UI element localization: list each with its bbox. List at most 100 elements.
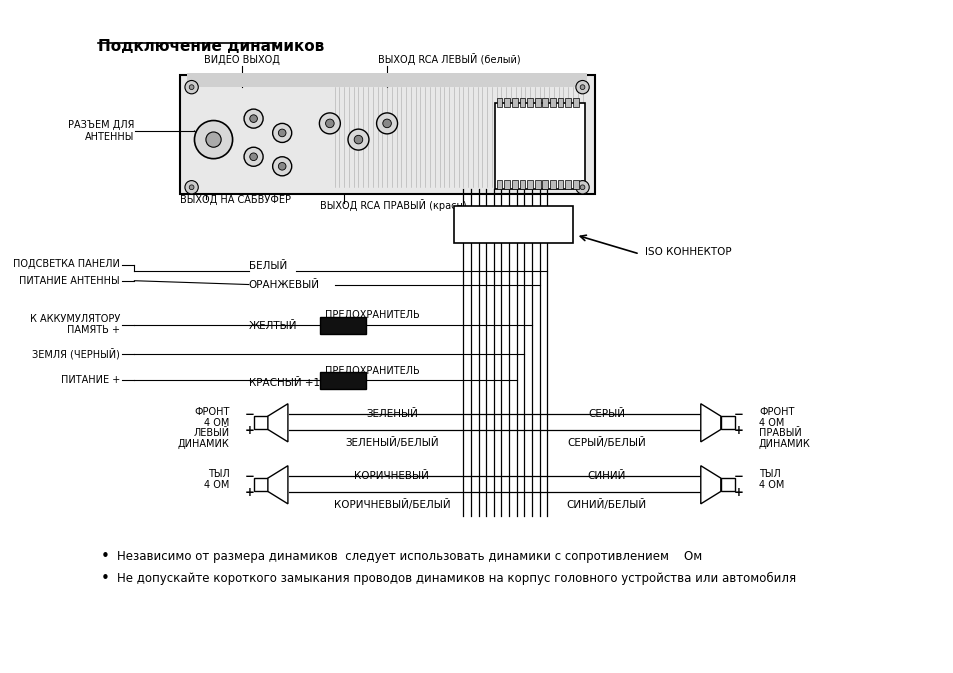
- Text: ЗЕЛЕНЫЙ/БЕЛЫЙ: ЗЕЛЕНЫЙ/БЕЛЫЙ: [345, 437, 438, 448]
- Text: СИНИЙ/БЕЛЫЙ: СИНИЙ/БЕЛЫЙ: [566, 499, 646, 510]
- Circle shape: [579, 85, 584, 90]
- Bar: [535, 180, 540, 189]
- Text: СЕРЫЙ/БЕЛЫЙ: СЕРЫЙ/БЕЛЫЙ: [566, 437, 645, 448]
- Bar: [565, 98, 571, 107]
- Circle shape: [189, 185, 193, 190]
- Polygon shape: [268, 466, 288, 504]
- Text: СИНИЙ: СИНИЙ: [587, 471, 625, 481]
- Text: АНТЕННЫ: АНТЕННЫ: [85, 132, 134, 142]
- Text: ВЫХОД НА САБВУФЕР: ВЫХОД НА САБВУФЕР: [180, 195, 291, 205]
- Text: ДИНАМИК: ДИНАМИК: [759, 439, 810, 449]
- Text: ПИТАНИЕ +: ПИТАНИЕ +: [61, 375, 120, 385]
- Text: −: −: [733, 470, 743, 483]
- Polygon shape: [700, 466, 720, 504]
- Bar: [558, 180, 563, 189]
- Bar: [550, 98, 556, 107]
- Bar: [504, 98, 510, 107]
- Bar: [519, 180, 525, 189]
- Text: Не допускайте короткого замыкания проводов динамиков на корпус головного устройс: Не допускайте короткого замыкания провод…: [117, 571, 796, 585]
- Bar: [542, 180, 548, 189]
- Bar: [512, 180, 517, 189]
- Bar: [512, 98, 517, 107]
- Text: ПИТАНИЕ АНТЕННЫ: ПИТАНИЕ АНТЕННЫ: [19, 276, 120, 286]
- Polygon shape: [700, 404, 720, 442]
- Text: 4 ОМ: 4 ОМ: [759, 418, 783, 428]
- Text: ЛЕВЫЙ: ЛЕВЫЙ: [193, 428, 230, 438]
- Text: 4 ОМ: 4 ОМ: [204, 418, 230, 428]
- Polygon shape: [253, 416, 268, 429]
- Bar: [320, 372, 366, 390]
- Polygon shape: [253, 478, 268, 491]
- Text: +: +: [733, 424, 743, 437]
- Bar: [550, 180, 556, 189]
- Polygon shape: [720, 478, 735, 491]
- Circle shape: [576, 180, 589, 194]
- Text: КРАСНЫЙ +12В: КРАСНЫЙ +12В: [249, 378, 334, 388]
- Bar: [320, 317, 366, 334]
- Circle shape: [185, 180, 198, 194]
- Bar: [565, 180, 571, 189]
- Bar: [497, 98, 502, 107]
- Text: Независимо от размера динамиков  следует использовать динамики с сопротивлением : Независимо от размера динамиков следует …: [117, 550, 701, 563]
- Bar: [519, 98, 525, 107]
- Text: ПОДСВЕТКА ПАНЕЛИ: ПОДСВЕТКА ПАНЕЛИ: [13, 258, 120, 269]
- Text: ОРАНЖЕВЫЙ: ОРАНЖЕВЫЙ: [249, 279, 319, 289]
- Bar: [504, 180, 510, 189]
- Circle shape: [278, 162, 286, 170]
- Circle shape: [185, 81, 198, 94]
- Bar: [527, 98, 533, 107]
- Text: ВИДЕО ВЫХОД: ВИДЕО ВЫХОД: [204, 55, 280, 65]
- Text: ПАМЯТЬ +: ПАМЯТЬ +: [67, 325, 120, 335]
- Circle shape: [319, 113, 340, 134]
- Bar: [454, 207, 573, 242]
- Text: +: +: [245, 486, 254, 499]
- Circle shape: [382, 119, 391, 128]
- Bar: [187, 73, 587, 87]
- Circle shape: [354, 135, 362, 144]
- Polygon shape: [268, 404, 288, 442]
- Polygon shape: [720, 416, 735, 429]
- Bar: [527, 180, 533, 189]
- Bar: [573, 180, 578, 189]
- Text: ПРЕДОХРАНИТЕЛЬ: ПРЕДОХРАНИТЕЛЬ: [325, 366, 419, 376]
- Text: −: −: [245, 408, 254, 421]
- Text: −: −: [245, 470, 254, 483]
- Bar: [558, 98, 563, 107]
- Circle shape: [576, 81, 589, 94]
- Text: ЗЕЛЕНЫЙ: ЗЕЛЕНЫЙ: [366, 409, 417, 419]
- Bar: [573, 98, 578, 107]
- Bar: [535, 98, 540, 107]
- Text: +: +: [733, 486, 743, 499]
- Circle shape: [376, 113, 397, 134]
- Bar: [497, 180, 502, 189]
- Circle shape: [273, 123, 292, 143]
- Text: •: •: [101, 548, 110, 564]
- Text: Подключение динамиков: Подключение динамиков: [98, 40, 324, 55]
- Circle shape: [206, 132, 221, 147]
- Text: ВЫХОД RCA ПРАВЫЙ (красн): ВЫХОД RCA ПРАВЫЙ (красн): [320, 199, 466, 211]
- Text: ТЫЛ: ТЫЛ: [759, 469, 780, 479]
- Circle shape: [348, 129, 369, 150]
- Text: РАЗЪЕМ ДЛЯ: РАЗЪЕМ ДЛЯ: [68, 120, 134, 131]
- Text: СЕРЫЙ: СЕРЫЙ: [587, 409, 624, 419]
- Text: ВЫХОД RCA ЛЕВЫЙ (белый): ВЫХОД RCA ЛЕВЫЙ (белый): [377, 53, 519, 65]
- Text: +: +: [245, 424, 254, 437]
- Text: ФРОНТ: ФРОНТ: [194, 407, 230, 417]
- Text: БЕЛЫЙ: БЕЛЫЙ: [249, 261, 287, 271]
- Circle shape: [273, 157, 292, 176]
- Text: КОРИЧНЕВЫЙ: КОРИЧНЕВЫЙ: [354, 471, 429, 481]
- Circle shape: [278, 129, 286, 137]
- Text: ЗЕМЛЯ (ЧЕРНЫЙ): ЗЕМЛЯ (ЧЕРНЫЙ): [32, 349, 120, 360]
- Circle shape: [250, 115, 257, 122]
- Circle shape: [189, 85, 193, 90]
- Bar: [180, 75, 595, 194]
- Text: ДИНАМИК: ДИНАМИК: [178, 439, 230, 449]
- Text: 4 ОМ: 4 ОМ: [204, 480, 230, 490]
- Text: ISO КОННЕКТОР: ISO КОННЕКТОР: [644, 247, 730, 257]
- Text: ТЫЛ: ТЫЛ: [208, 469, 230, 479]
- Text: •: •: [101, 571, 110, 586]
- Circle shape: [579, 185, 584, 190]
- Text: −: −: [733, 408, 743, 421]
- Circle shape: [250, 153, 257, 161]
- Circle shape: [244, 147, 263, 166]
